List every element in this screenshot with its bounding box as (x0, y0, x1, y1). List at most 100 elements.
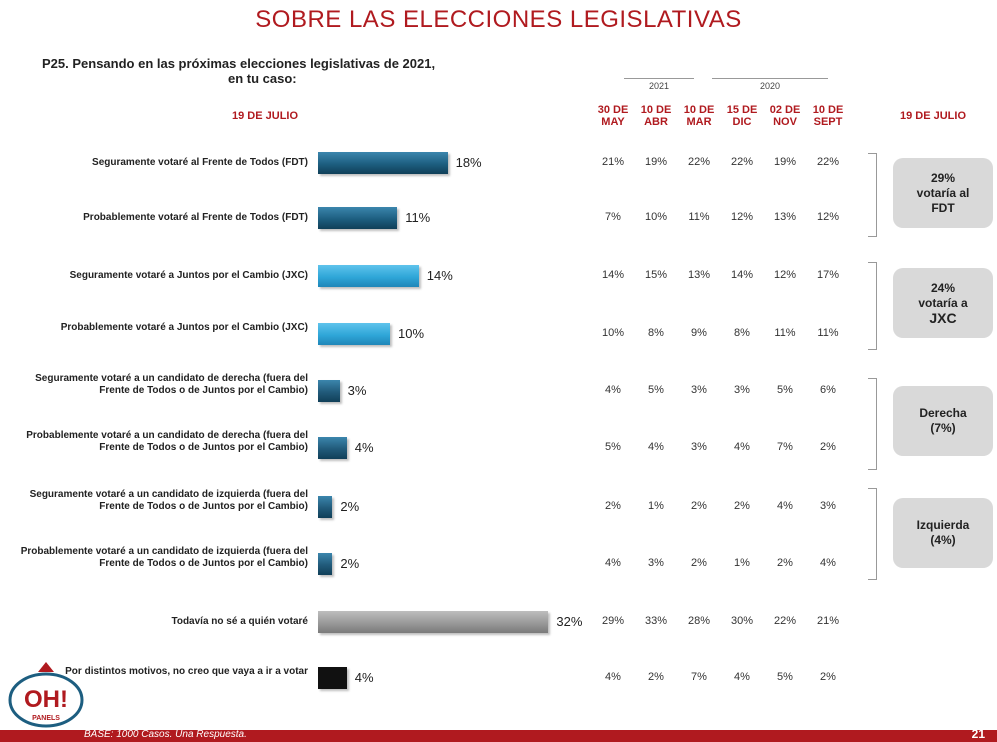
category-label: Por distintos motivos, no creo que vaya … (65, 666, 308, 677)
summary-jxc-party: JXC (929, 309, 957, 326)
history-value: 5% (777, 384, 793, 396)
category-label: Seguramente votaré a un candidato de der… (35, 373, 308, 396)
history-value: 2% (734, 500, 750, 512)
history-col-header: 10 DE ABR (640, 104, 672, 128)
history-value: 2% (691, 500, 707, 512)
history-value: 2% (605, 500, 621, 512)
izquierda-bracket (868, 488, 877, 580)
logo-subtext: PANELS (32, 715, 60, 722)
bar-value-label: 10% (398, 326, 425, 341)
bar (318, 323, 390, 345)
history-value: 2% (820, 441, 836, 453)
footer-bar (0, 730, 997, 742)
year-2020-label: 2020 (712, 78, 828, 91)
history-value: 11% (688, 211, 710, 223)
summary-derecha: Derecha (7%) (893, 386, 993, 456)
history-value: 15% (644, 269, 668, 281)
history-value: 22% (730, 156, 754, 168)
history-value: 5% (605, 441, 621, 453)
history-value: 12% (730, 211, 754, 223)
history-value: 22% (816, 156, 840, 168)
history-value: 4% (734, 441, 750, 453)
summary-izquierda-pct: (4%) (930, 533, 956, 547)
oh-panels-logo: OH! PANELS (8, 662, 84, 728)
history-value: 2% (691, 557, 707, 569)
history-value: 4% (734, 671, 750, 683)
summary-fdt: 29% votaría al FDT (893, 158, 993, 228)
bar (318, 496, 333, 518)
summary-fdt-party: FDT (931, 200, 955, 215)
history-col-header: 10 DE MAR (683, 104, 715, 128)
history-value: 22% (773, 615, 797, 627)
summary-derecha-pct: (7%) (930, 421, 956, 435)
history-value: 7% (691, 671, 707, 683)
history-value: 4% (648, 441, 664, 453)
question-line-2: en tu caso: (228, 71, 297, 86)
bar-value-label: 32% (556, 614, 583, 629)
history-value: 11% (817, 327, 839, 339)
history-value: 4% (605, 384, 621, 396)
history-value: 3% (820, 500, 836, 512)
history-value: 29% (601, 615, 625, 627)
history-value: 10% (644, 211, 668, 223)
history-value: 22% (687, 156, 711, 168)
bar-value-label: 11% (405, 210, 431, 225)
history-value: 30% (730, 615, 754, 627)
bar (318, 207, 398, 229)
category-label: Todavía no sé a quién votaré (171, 616, 308, 627)
jxc-bracket (868, 262, 877, 350)
history-value: 19% (773, 156, 797, 168)
category-label: Probablemente votaré a Juntos por el Cam… (60, 322, 308, 333)
history-col-header: 15 DE DIC (726, 104, 758, 128)
bar-value-label: 3% (347, 383, 367, 398)
history-value: 8% (648, 327, 664, 339)
history-col-header: 02 DE NOV (769, 104, 801, 128)
history-value: 13% (773, 211, 797, 223)
history-value: 7% (777, 441, 793, 453)
category-label: Seguramente votaré al Frente de Todos (F… (92, 157, 308, 168)
bar (318, 265, 419, 287)
question-text: P25. Pensando en las próximas elecciones… (42, 56, 435, 86)
bar (318, 667, 347, 689)
bar (318, 553, 333, 575)
history-value: 7% (605, 211, 621, 223)
history-value: 3% (734, 384, 750, 396)
summary-jxc-pct: 24% (930, 280, 955, 295)
history-value: 8% (734, 327, 750, 339)
summary-derecha-label: Derecha (919, 406, 967, 420)
summary-izquierda-label: Izquierda (916, 518, 970, 532)
bar (318, 437, 347, 459)
fdt-bracket (868, 153, 877, 237)
category-label: Probablemente votaré a un candidato de i… (20, 546, 308, 569)
derecha-bracket (868, 378, 877, 470)
history-value: 12% (816, 211, 840, 223)
question-line-1: P25. Pensando en las próximas elecciones… (42, 56, 436, 71)
bar-value-label: 18% (455, 155, 482, 170)
history-value: 5% (777, 671, 793, 683)
category-label: Probablemente votaré al Frente de Todos … (83, 212, 308, 223)
history-value: 11% (774, 327, 796, 339)
history-value: 14% (730, 269, 754, 281)
history-value: 3% (691, 384, 707, 396)
page-number: 21 (971, 727, 985, 741)
history-col-header: 30 DE MAY (597, 104, 629, 128)
category-label: Seguramente votaré a Juntos por el Cambi… (69, 270, 308, 281)
bar-value-label: 2% (340, 499, 360, 514)
history-value: 4% (820, 557, 836, 569)
history-value: 21% (816, 615, 840, 627)
history-value: 3% (648, 557, 664, 569)
history-value: 14% (601, 269, 625, 281)
summary-date-header: 19 DE JULIO (899, 110, 967, 122)
history-value: 1% (734, 557, 750, 569)
history-value: 9% (691, 327, 707, 339)
bar-value-label: 4% (354, 440, 374, 455)
history-value: 17% (816, 269, 840, 281)
current-date-header: 19 DE JULIO (232, 110, 299, 122)
history-value: 5% (648, 384, 664, 396)
year-2021-label: 2021 (624, 78, 694, 91)
history-value: 2% (820, 671, 836, 683)
history-value: 2% (648, 671, 664, 683)
history-value: 28% (687, 615, 711, 627)
summary-jxc: 24% votaría a JXC (893, 268, 993, 338)
history-value: 12% (773, 269, 797, 281)
